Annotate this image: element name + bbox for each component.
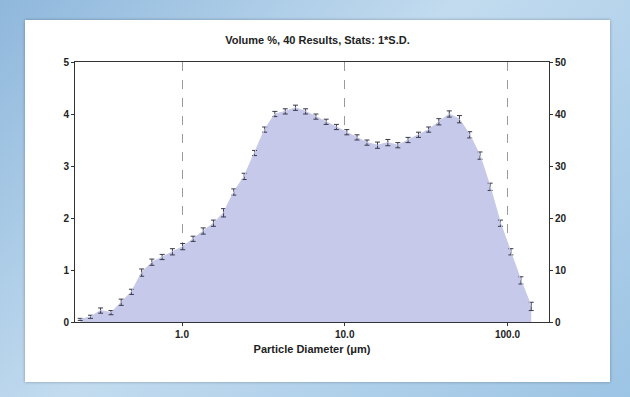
svg-text:4: 4: [63, 109, 69, 120]
svg-text:10: 10: [555, 265, 567, 276]
svg-text:100.0: 100.0: [495, 329, 520, 340]
svg-text:30: 30: [555, 161, 567, 172]
svg-text:Particle Diameter (μm): Particle Diameter (μm): [254, 343, 371, 355]
svg-text:0: 0: [555, 317, 561, 328]
svg-text:3: 3: [63, 161, 69, 172]
svg-text:5: 5: [63, 57, 69, 68]
svg-text:1.0: 1.0: [175, 329, 189, 340]
svg-text:2: 2: [63, 213, 69, 224]
svg-text:50: 50: [555, 57, 567, 68]
svg-text:1: 1: [63, 265, 69, 276]
svg-text:10.0: 10.0: [335, 329, 355, 340]
svg-text:Volume %, 40 Results, Stats: 1: Volume %, 40 Results, Stats: 1*S.D.: [225, 34, 409, 46]
svg-text:20: 20: [555, 213, 567, 224]
svg-text:0: 0: [63, 317, 69, 328]
svg-text:40: 40: [555, 109, 567, 120]
